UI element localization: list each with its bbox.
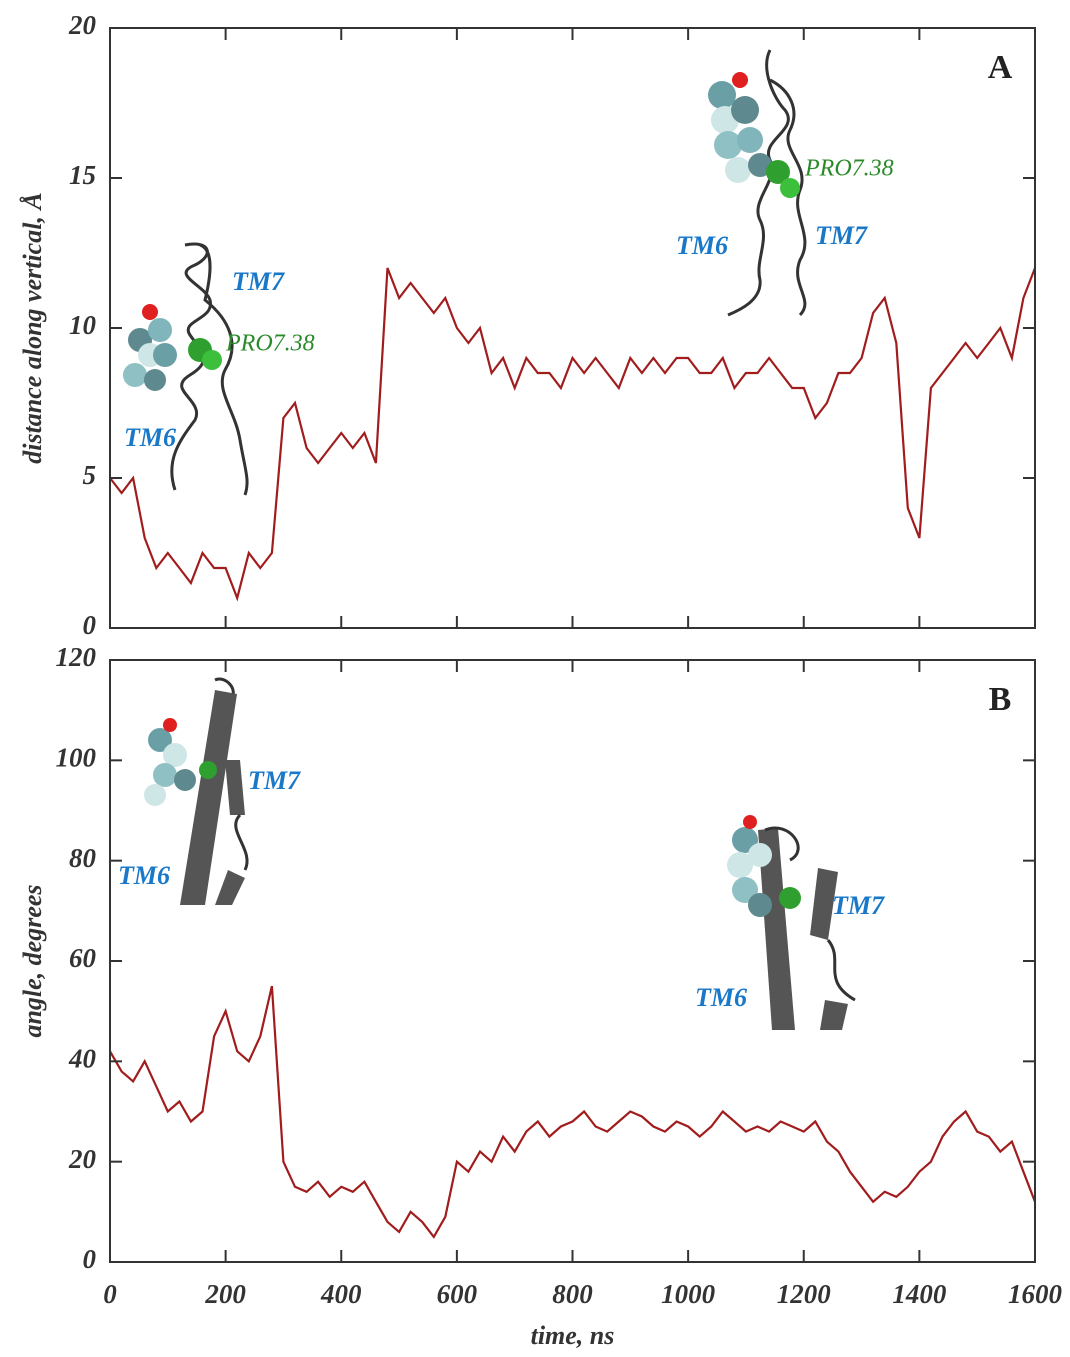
inset-a-right bbox=[708, 49, 807, 317]
annotation: TM6 bbox=[695, 983, 747, 1012]
x-tick-label: 1400 bbox=[892, 1279, 947, 1309]
data-line bbox=[109, 985, 1037, 1239]
y-tick-label: 20 bbox=[68, 10, 97, 40]
x-tick-label: 200 bbox=[204, 1279, 246, 1309]
plot-frame bbox=[109, 27, 1036, 629]
annotation: TM7 bbox=[232, 267, 285, 296]
y-tick-label: 0 bbox=[83, 610, 97, 640]
x-tick-label: 800 bbox=[552, 1279, 593, 1309]
y-tick-label: 100 bbox=[56, 743, 97, 773]
plot-frame bbox=[109, 659, 1036, 1263]
x-tick-label: 400 bbox=[320, 1279, 362, 1309]
panel-label: B bbox=[989, 681, 1012, 718]
x-tick-label: 1000 bbox=[661, 1279, 716, 1309]
x-axis-label: time, ns bbox=[531, 1321, 615, 1350]
y-tick-label: 10 bbox=[69, 310, 97, 340]
annotation: TM6 bbox=[118, 861, 170, 890]
x-tick-label: 600 bbox=[437, 1279, 478, 1309]
inset-b-left bbox=[144, 677, 249, 905]
y-tick-label: 80 bbox=[69, 843, 97, 873]
annotation: TM7 bbox=[248, 766, 301, 795]
data-line bbox=[109, 267, 1037, 602]
annotation: PRO7.38 bbox=[225, 331, 315, 357]
inset-b-right bbox=[727, 815, 856, 1030]
y-axis-label: distance along vertical, Å bbox=[18, 192, 47, 464]
annotation: TM7 bbox=[832, 891, 885, 920]
x-tick-label: 1200 bbox=[777, 1279, 832, 1309]
y-tick-label: 60 bbox=[69, 943, 97, 973]
panel-label: A bbox=[988, 49, 1013, 86]
x-tick-label: 0 bbox=[103, 1279, 117, 1309]
annotation: PRO7.38 bbox=[804, 156, 894, 182]
y-axis-label: angle, degrees bbox=[18, 884, 47, 1037]
y-tick-label: 5 bbox=[83, 460, 97, 490]
y-tick-label: 40 bbox=[68, 1044, 97, 1074]
annotation: TM6 bbox=[124, 423, 176, 452]
y-tick-label: 0 bbox=[83, 1244, 97, 1274]
y-tick-label: 120 bbox=[56, 642, 97, 672]
y-tick-label: 15 bbox=[69, 160, 96, 190]
x-tick-label: 1600 bbox=[1008, 1279, 1063, 1309]
annotation: TM7 bbox=[815, 221, 868, 250]
inset-a-left bbox=[123, 242, 249, 496]
y-tick-label: 20 bbox=[68, 1144, 97, 1174]
annotation: TM6 bbox=[676, 231, 728, 260]
